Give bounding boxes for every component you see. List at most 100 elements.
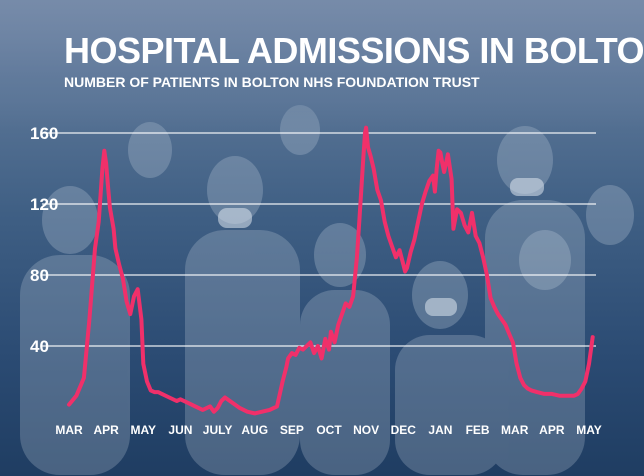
data-point <box>398 248 402 252</box>
data-point <box>450 177 454 181</box>
data-point <box>160 392 164 396</box>
data-point <box>576 392 580 396</box>
data-point <box>412 237 416 242</box>
data-point <box>435 166 439 171</box>
data-point <box>268 408 272 412</box>
x-tick-label: MAY <box>576 423 602 437</box>
data-point <box>459 211 463 215</box>
data-point <box>401 262 405 266</box>
series-line <box>67 125 595 416</box>
data-point <box>260 410 264 414</box>
data-point <box>542 392 547 396</box>
data-point <box>481 255 485 259</box>
data-point <box>550 392 554 396</box>
data-point <box>275 404 279 408</box>
x-tick-label: JUN <box>168 423 192 437</box>
data-point <box>139 317 143 321</box>
data-point <box>308 340 312 344</box>
data-point <box>253 411 257 415</box>
chart-title: HOSPITAL ADMISSIONS IN BOLTON <box>64 30 644 71</box>
data-point <box>212 410 216 414</box>
data-point <box>82 376 86 380</box>
data-point <box>366 145 370 149</box>
chart-subtitle: NUMBER OF PATIENTS IN BOLTON NHS FOUNDAT… <box>64 74 480 90</box>
data-point <box>327 348 331 352</box>
data-point <box>363 131 367 135</box>
data-point <box>152 390 156 394</box>
data-point <box>507 332 511 336</box>
data-point <box>446 152 450 156</box>
data-point <box>403 269 407 274</box>
data-point <box>583 379 587 384</box>
y-tick-label: 160 <box>30 124 58 143</box>
x-tick-label: MAR <box>55 423 83 437</box>
data-point <box>294 353 298 357</box>
x-tick-label: DEC <box>391 423 417 437</box>
data-point <box>305 344 309 348</box>
data-point <box>535 390 539 394</box>
data-point <box>245 410 249 414</box>
data-point <box>409 250 413 254</box>
data-point <box>489 296 493 300</box>
data-point <box>420 202 424 206</box>
data-point <box>518 376 522 380</box>
data-point <box>201 408 205 412</box>
data-point <box>474 234 478 238</box>
x-tick-label: MAR <box>501 423 529 437</box>
data-point <box>580 387 584 391</box>
data-point <box>230 401 234 405</box>
data-point <box>492 305 496 309</box>
x-axis-ticks: MAR APR MAY JUN JULY AUG SEP OCT NOV DEC JAN FEB MAR… <box>55 423 601 437</box>
data-point <box>121 277 125 281</box>
data-point <box>572 394 576 398</box>
data-point <box>301 348 305 352</box>
data-point <box>416 220 420 224</box>
data-point <box>587 362 591 366</box>
data-point <box>281 379 285 384</box>
data-point <box>375 188 379 192</box>
data-point <box>496 312 500 316</box>
data-point <box>405 266 409 270</box>
data-point <box>394 255 398 259</box>
data-point <box>100 166 104 171</box>
data-point <box>361 158 365 162</box>
x-tick-label: NOV <box>353 423 379 437</box>
data-point <box>333 340 337 344</box>
series-layer <box>67 125 595 416</box>
data-point <box>451 227 455 231</box>
data-point <box>284 365 288 369</box>
data-point <box>526 387 530 391</box>
data-point <box>529 388 534 392</box>
data-point <box>477 241 481 245</box>
data-point <box>141 362 145 366</box>
data-point <box>379 198 383 203</box>
x-tick-label: APR <box>93 423 119 437</box>
data-point <box>128 312 132 316</box>
data-point <box>93 246 97 250</box>
data-point <box>136 287 140 291</box>
data-point <box>386 234 390 238</box>
data-point <box>424 190 428 194</box>
x-tick-label: APR <box>539 423 565 437</box>
x-tick-label: JULY <box>203 423 233 437</box>
data-point <box>87 317 91 321</box>
data-point <box>208 404 212 408</box>
data-point <box>108 205 112 210</box>
data-point <box>359 188 363 192</box>
data-point <box>440 161 444 165</box>
data-point <box>427 179 431 183</box>
x-tick-label: OCT <box>316 423 342 437</box>
y-tick-label: 40 <box>30 337 49 356</box>
data-point <box>145 379 149 384</box>
data-point <box>383 220 387 224</box>
data-point <box>355 255 359 259</box>
data-point <box>297 346 301 350</box>
data-point <box>67 403 71 407</box>
data-point <box>515 362 519 366</box>
data-point <box>320 356 324 360</box>
data-point <box>442 170 446 174</box>
data-point <box>223 395 227 400</box>
data-point <box>369 154 373 158</box>
data-point <box>175 399 179 403</box>
